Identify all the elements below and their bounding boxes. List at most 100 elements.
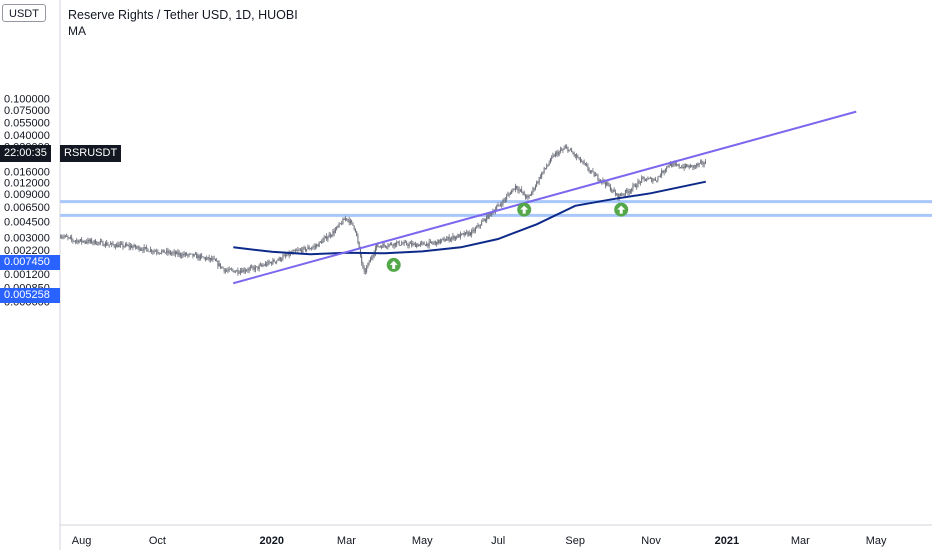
moving-average-line bbox=[233, 180, 707, 256]
candle-body bbox=[61, 236, 63, 238]
candle-body bbox=[179, 253, 181, 256]
candle-body bbox=[76, 240, 78, 242]
candle-body bbox=[157, 252, 159, 253]
candle-body bbox=[591, 170, 593, 172]
candle-body bbox=[144, 246, 146, 248]
candle-body bbox=[117, 244, 119, 248]
candle-body bbox=[356, 231, 358, 236]
candle-body bbox=[306, 249, 308, 251]
candle-body bbox=[111, 243, 113, 245]
indicator-label-ma[interactable]: MA bbox=[68, 24, 86, 38]
candle-body bbox=[439, 240, 441, 243]
candle-body bbox=[519, 189, 521, 191]
candle-body bbox=[212, 258, 214, 260]
candle-body bbox=[487, 215, 489, 219]
candle-body bbox=[524, 195, 526, 198]
candle-body bbox=[518, 189, 520, 191]
candle-body bbox=[137, 246, 139, 248]
candle-body bbox=[349, 220, 351, 224]
candle-body bbox=[268, 261, 270, 263]
candle-body bbox=[606, 182, 608, 186]
candle-body bbox=[317, 244, 319, 247]
candle-body bbox=[599, 180, 601, 182]
candle-body bbox=[243, 269, 245, 272]
candle-body bbox=[266, 263, 268, 266]
candle-body bbox=[578, 157, 580, 159]
x-tick-label: Jul bbox=[491, 535, 505, 547]
candle-body bbox=[219, 263, 221, 268]
candle-body bbox=[681, 167, 683, 169]
candle-body bbox=[459, 233, 461, 238]
candle-body bbox=[151, 249, 153, 252]
candle-body bbox=[262, 265, 264, 267]
candle-body bbox=[598, 179, 600, 181]
candle-body bbox=[581, 161, 583, 163]
candle-body bbox=[441, 239, 443, 241]
candle-body bbox=[468, 232, 470, 236]
candle-body bbox=[278, 257, 280, 261]
candle-body bbox=[287, 252, 289, 256]
candle-body bbox=[651, 178, 653, 182]
candle-body bbox=[269, 262, 271, 264]
candle-body bbox=[679, 167, 681, 169]
candle-body bbox=[573, 153, 575, 156]
candle-body bbox=[622, 194, 624, 196]
candle-body bbox=[67, 236, 69, 238]
candle-body bbox=[363, 267, 365, 272]
candle-body bbox=[699, 162, 701, 164]
candle-body bbox=[658, 176, 660, 177]
candle-body bbox=[556, 152, 558, 154]
candle-body bbox=[561, 149, 563, 151]
candle-body bbox=[579, 157, 581, 162]
currency-button[interactable]: USDT bbox=[2, 4, 46, 22]
candle-body bbox=[642, 177, 644, 179]
candle-body bbox=[673, 163, 675, 165]
candle-body bbox=[283, 255, 285, 257]
candle-body bbox=[93, 240, 95, 243]
candle-body bbox=[627, 191, 629, 193]
candle-body bbox=[247, 270, 249, 272]
candle-body bbox=[647, 178, 649, 180]
candle-body bbox=[242, 269, 244, 273]
candle-body bbox=[191, 253, 193, 255]
candle-body bbox=[108, 244, 110, 246]
candle-body bbox=[277, 260, 279, 261]
candle-body bbox=[402, 243, 404, 245]
candle-body bbox=[227, 270, 229, 272]
candle-body bbox=[499, 204, 501, 206]
candle-body bbox=[66, 235, 68, 237]
candle-body bbox=[163, 249, 165, 253]
candle-body bbox=[208, 257, 210, 260]
candle-body bbox=[293, 250, 295, 252]
candle-body bbox=[432, 242, 434, 244]
candle-body bbox=[313, 246, 315, 248]
y-tick-label: 0.012000 bbox=[4, 178, 50, 190]
y-tick-label: 0.003000 bbox=[4, 233, 50, 245]
candle-body bbox=[107, 244, 109, 246]
candle-body bbox=[312, 247, 314, 249]
candle-body bbox=[657, 176, 659, 181]
candle-body bbox=[343, 219, 345, 221]
candle-body bbox=[177, 251, 179, 255]
x-tick-label: Sep bbox=[565, 535, 585, 547]
candle-body bbox=[656, 180, 658, 182]
candle-body bbox=[659, 175, 661, 177]
x-tick-label: Nov bbox=[641, 535, 661, 547]
candle-body bbox=[421, 242, 423, 244]
candle-body bbox=[136, 247, 138, 249]
candle-body bbox=[327, 237, 329, 240]
candle-body bbox=[124, 244, 126, 247]
candle-body bbox=[436, 241, 438, 245]
candle-body bbox=[258, 265, 260, 269]
candle-body bbox=[529, 194, 531, 196]
candle-body bbox=[559, 149, 561, 152]
candle-body bbox=[429, 241, 431, 243]
candle-body bbox=[142, 249, 144, 251]
candle-body bbox=[138, 246, 140, 251]
candle-body bbox=[336, 226, 338, 230]
candle-body bbox=[422, 242, 424, 244]
candle-body bbox=[303, 247, 305, 249]
candle-body bbox=[506, 196, 508, 200]
x-tick-label: Oct bbox=[149, 535, 166, 547]
